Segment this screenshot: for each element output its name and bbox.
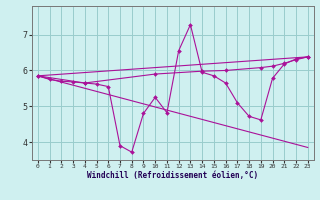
X-axis label: Windchill (Refroidissement éolien,°C): Windchill (Refroidissement éolien,°C) [87,171,258,180]
